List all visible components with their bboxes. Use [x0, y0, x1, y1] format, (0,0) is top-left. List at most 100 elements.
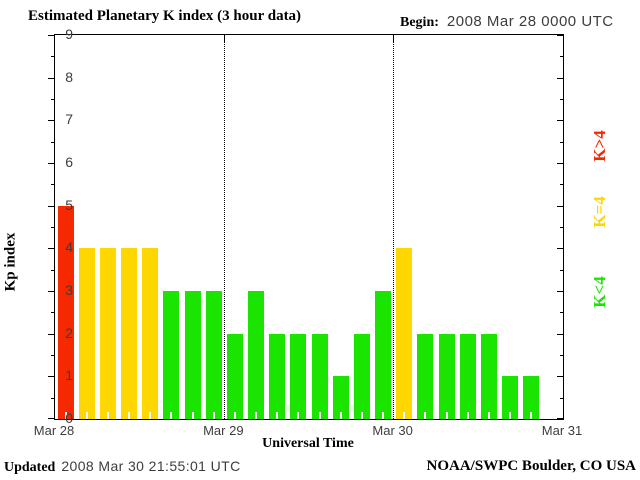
y-tick-left: [48, 163, 54, 164]
day-boundary-line: [393, 35, 395, 419]
x-tick-label: Mar 31: [541, 423, 583, 438]
x-minor-tick: [106, 412, 109, 419]
x-minor-tick: [509, 412, 512, 419]
y-tick-label: 3: [65, 282, 73, 298]
y-tick-left: [48, 120, 54, 122]
y-tick-left: [51, 355, 54, 356]
y-tick-right: [560, 397, 563, 399]
top-day-tick: [393, 35, 395, 43]
plot-area: Kp index: [3, 34, 564, 420]
y-tick-label: 9: [65, 26, 73, 42]
chart-title: Estimated Planetary K index (3 hour data…: [28, 8, 302, 24]
y-tick-left: [51, 141, 54, 143]
kp-bar: [523, 376, 540, 419]
x-minor-tick: [128, 412, 131, 419]
y-tick-left: [51, 397, 54, 399]
kp-bar: [480, 333, 497, 419]
x-minor-tick: [530, 412, 533, 419]
y-tick-label: 0: [65, 410, 73, 426]
x-minor-tick: [487, 412, 490, 419]
kp-bar: [332, 376, 349, 419]
y-tick-right: [560, 56, 563, 58]
y-tick-right: [557, 291, 563, 292]
kp-bar: [502, 376, 519, 419]
x-minor-tick: [85, 412, 88, 419]
y-tick-right: [557, 205, 563, 207]
x-tick-label: Mar 29: [203, 423, 244, 438]
kp-bar: [290, 333, 307, 419]
kp-bar: [142, 248, 159, 419]
x-minor-tick: [382, 412, 385, 419]
x-tick-label: Mar 30: [372, 423, 413, 438]
kp-bar: [248, 291, 265, 419]
x-minor-tick: [212, 412, 215, 419]
kp-bar: [99, 248, 116, 419]
footer-updated: Updated 2008 Mar 30 21:55:01 UTC: [4, 458, 241, 476]
legend-label-text: K=4: [590, 196, 609, 228]
x-axis-title: Universal Time: [262, 436, 354, 451]
y-tick-left: [48, 35, 54, 36]
y-tick-right: [557, 77, 563, 79]
y-tick-right: [560, 184, 563, 186]
y-tick-left: [48, 77, 54, 79]
y-tick-right: [560, 355, 563, 356]
y-tick-right: [557, 35, 563, 36]
kp-bar: [269, 333, 286, 419]
y-tick-left: [48, 205, 54, 207]
x-minor-tick: [191, 412, 194, 419]
y-tick-right: [557, 248, 563, 250]
kp-bar: [353, 333, 370, 419]
kp-bar: [184, 291, 201, 419]
x-minor-tick: [233, 412, 236, 419]
y-tick-left: [51, 269, 54, 271]
kp-bar: [375, 291, 392, 419]
x-minor-tick: [64, 412, 67, 419]
y-tick-label: 6: [65, 154, 73, 170]
kp-bar: [226, 333, 243, 419]
x-minor-tick: [170, 412, 173, 419]
y-tick-label: 7: [65, 111, 73, 128]
y-tick-label: 4: [65, 239, 73, 256]
y-tick-right: [557, 120, 563, 122]
y-tick-left: [51, 312, 54, 314]
kp-bar: [311, 333, 328, 419]
y-tick-label: 8: [65, 68, 73, 85]
y-tick-right: [557, 376, 563, 378]
updated-value: 2008 Mar 30 21:55:01 UTC: [61, 458, 241, 474]
kp-bar: [396, 248, 413, 419]
y-axis-title-text: Kp index: [2, 232, 19, 292]
x-minor-tick: [360, 412, 363, 419]
x-tick-label: Mar 28: [33, 423, 75, 438]
y-tick-left: [48, 248, 54, 250]
kp-bar: [417, 333, 434, 419]
kp-bar: [459, 333, 476, 419]
x-minor-tick: [403, 412, 406, 419]
x-minor-tick: [466, 412, 469, 419]
x-minor-tick: [318, 412, 321, 419]
x-minor-tick: [424, 412, 427, 419]
x-minor-tick: [297, 412, 300, 419]
x-minor-tick: [339, 412, 342, 419]
y-tick-left: [51, 99, 54, 100]
y-tick-label: 1: [65, 367, 73, 384]
x-minor-tick: [276, 412, 279, 419]
y-tick-left: [48, 291, 54, 292]
y-tick-left: [48, 376, 54, 378]
begin-value: 2008 Mar 28 0000 UTC: [446, 13, 614, 30]
y-tick-left: [51, 56, 54, 58]
y-tick-label: 5: [65, 196, 73, 213]
x-minor-tick: [445, 412, 448, 419]
y-tick-left: [51, 184, 54, 186]
top-day-tick: [223, 35, 225, 43]
kp-bar: [121, 248, 138, 419]
x-minor-tick: [149, 412, 152, 419]
y-tick-right: [557, 163, 563, 164]
y-tick-right: [557, 418, 563, 419]
y-tick-label: 2: [65, 324, 73, 341]
legend-label-text: K>4: [590, 130, 609, 162]
y-tick-left: [48, 418, 54, 419]
y-tick-left: [51, 227, 54, 228]
y-tick-right: [560, 99, 563, 100]
begin-line: Begin: 2008 Mar 28 0000 UTC: [400, 13, 614, 31]
